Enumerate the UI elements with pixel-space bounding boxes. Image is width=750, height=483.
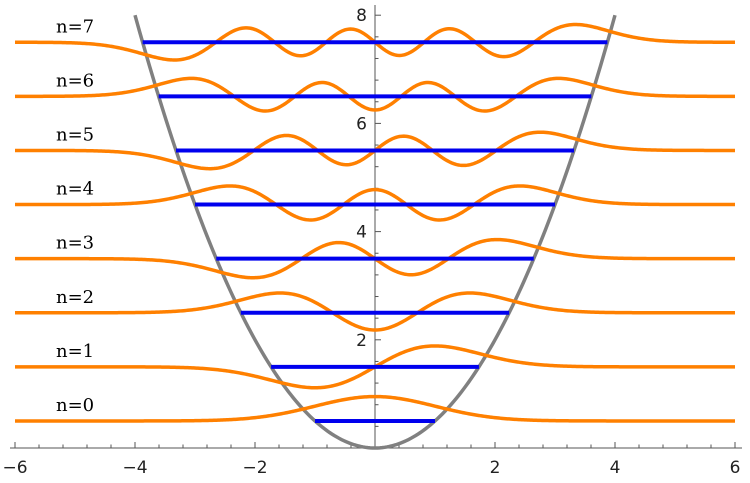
level-label-n7: n=7 [56, 16, 94, 37]
level-label-n3: n=3 [56, 233, 94, 254]
energy-level-group [142, 40, 608, 423]
level-label-group: n=0 n=1 n=2 n=3 n=4 n=5 n=6 n=7 [56, 16, 94, 416]
potential-curve [133, 14, 617, 450]
level-label-n6: n=6 [56, 70, 94, 91]
level-label-n0: n=0 [56, 395, 94, 416]
y-tick-label: 2 [356, 331, 367, 351]
wavefunction-n2 [15, 291, 735, 332]
potential-curve-group [133, 14, 617, 450]
level-label-n1: n=1 [56, 341, 94, 362]
x-tick-label: 6 [730, 458, 741, 478]
x-tick-label: 4 [610, 458, 621, 478]
wavefunction-n4 [15, 184, 735, 222]
y-tick-label: 6 [356, 114, 367, 134]
wavefunction-n0 [15, 394, 735, 423]
x-tick-label: −4 [122, 458, 147, 478]
level-label-n4: n=4 [56, 179, 94, 200]
wavefunction-n6 [15, 76, 735, 113]
x-tick-label: −2 [242, 458, 267, 478]
x-tick-label: 2 [490, 458, 501, 478]
y-tick-label: 8 [356, 6, 367, 26]
y-tick-label: 4 [356, 223, 367, 243]
axes: −6 −4 −2 2 4 6 2 4 6 8 [2, 5, 742, 478]
level-label-n2: n=2 [56, 287, 94, 308]
level-label-n5: n=5 [56, 124, 94, 145]
x-tick-label: −6 [2, 458, 27, 478]
